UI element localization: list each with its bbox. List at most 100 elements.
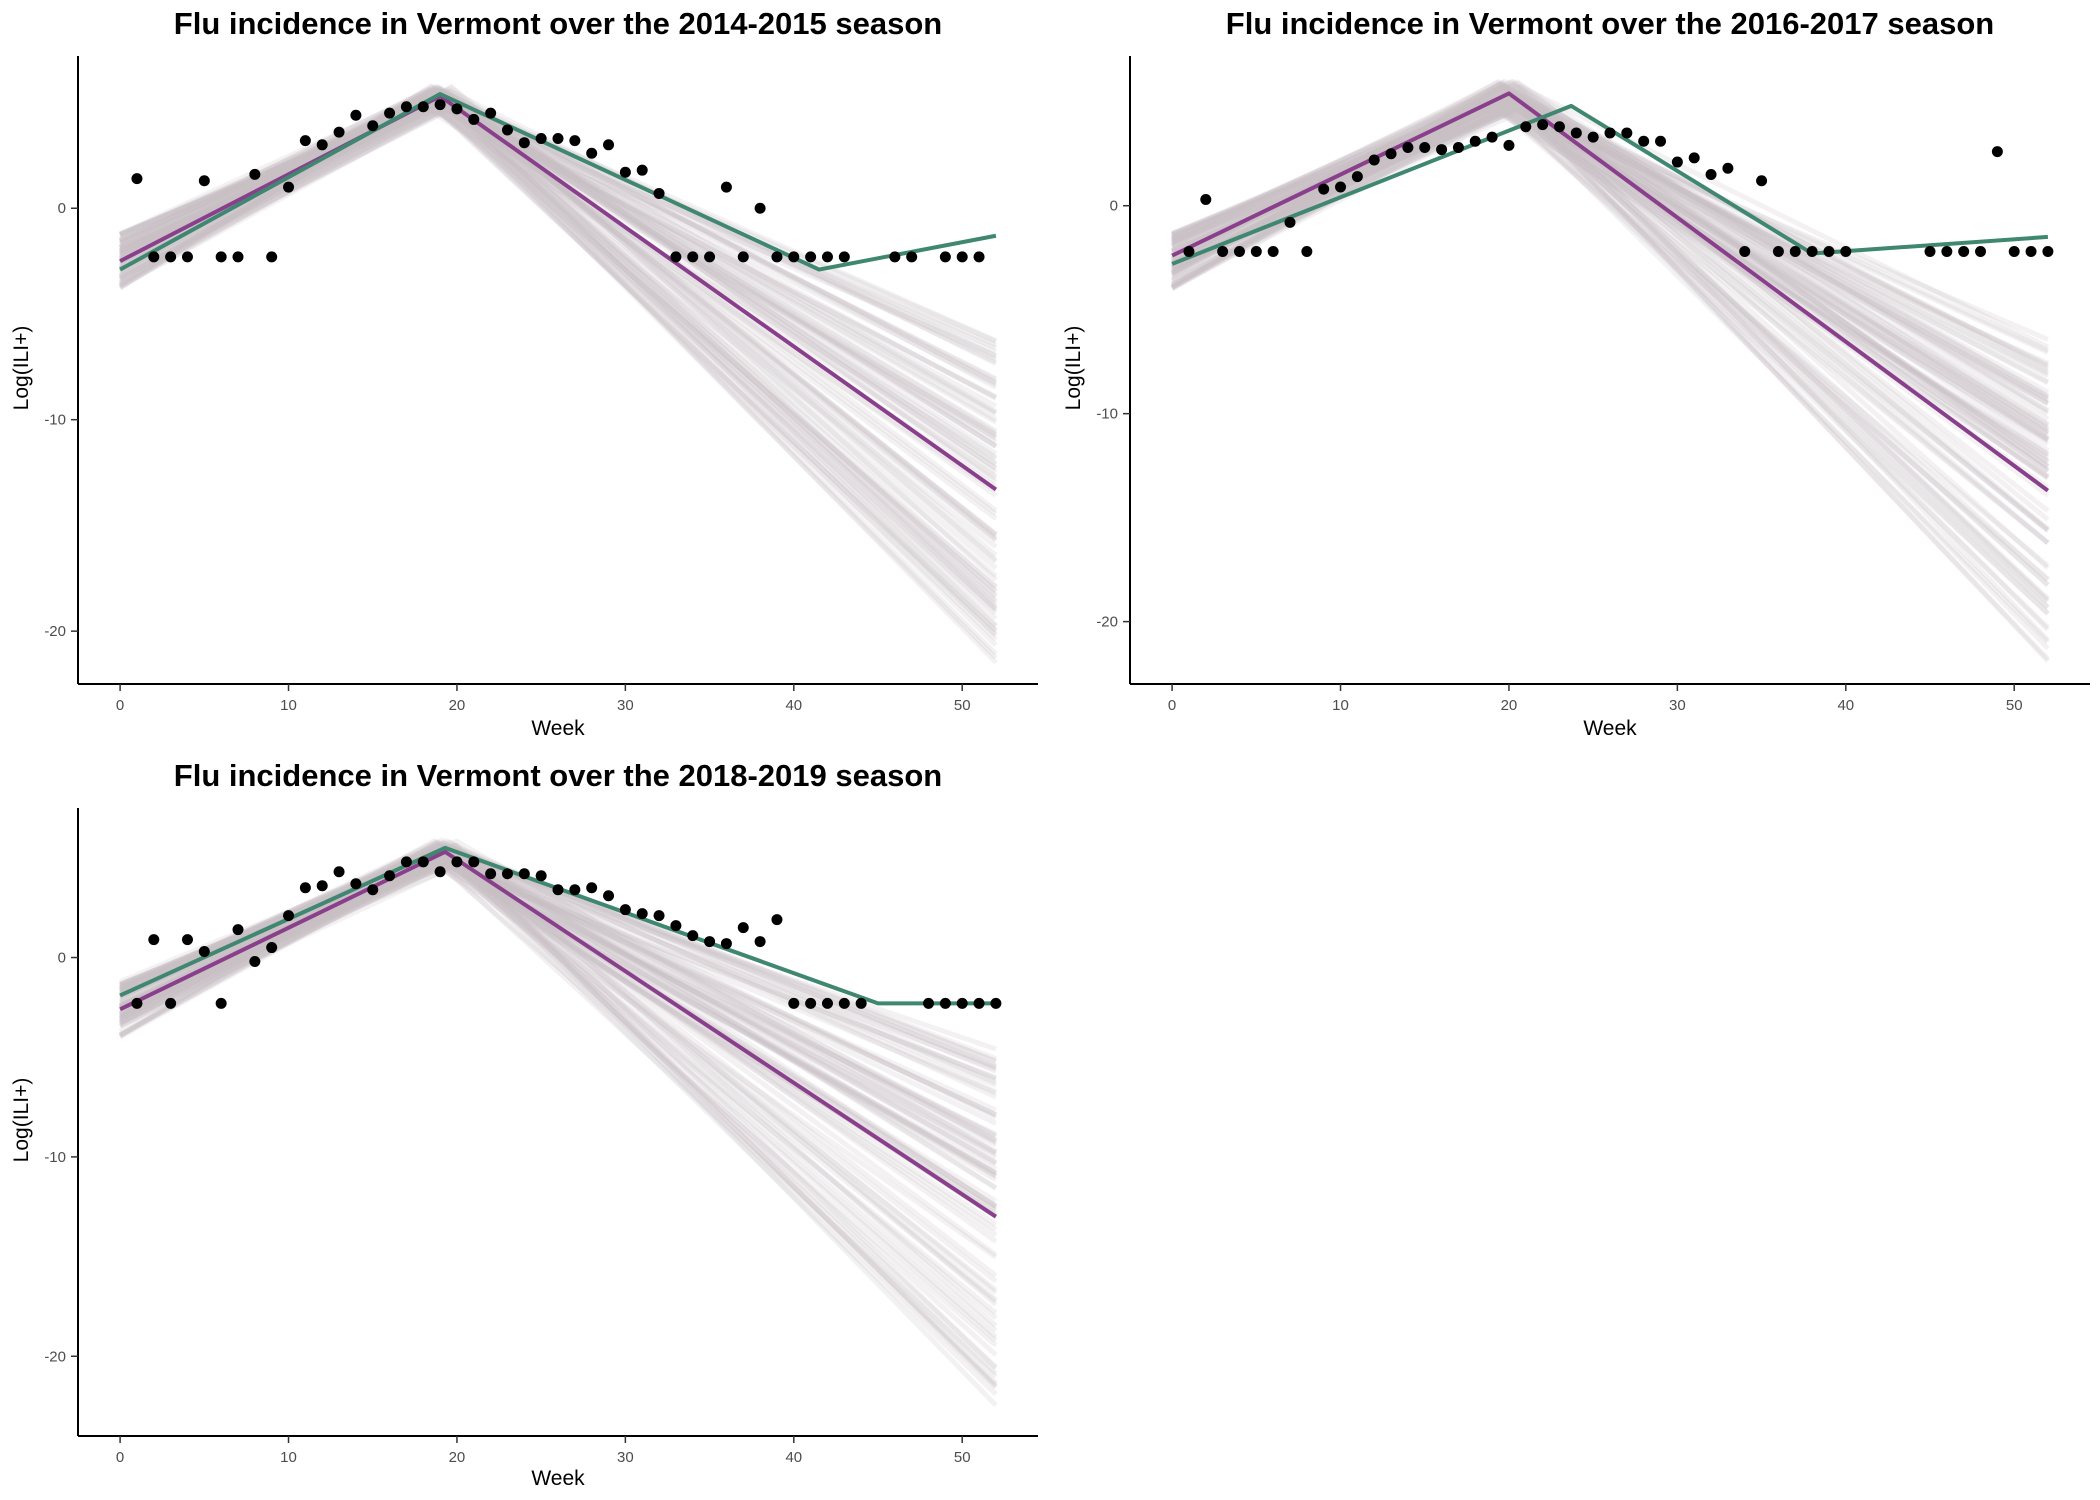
data-point (535, 870, 547, 882)
ensemble-line (1171, 85, 2050, 436)
x-tick-label: 50 (2006, 697, 2023, 714)
data-point (451, 856, 463, 868)
x-tick-label: 10 (280, 1449, 297, 1466)
data-point (1621, 127, 1633, 139)
ensemble-line (1171, 106, 2050, 376)
ensemble-line (1170, 106, 2050, 402)
x-tick-label: 40 (785, 697, 802, 714)
data-point (518, 137, 530, 149)
data-point (1318, 183, 1330, 195)
y-tick-label: -20 (44, 1348, 66, 1365)
data-point (501, 124, 513, 136)
ensemble-line (118, 853, 998, 1238)
ensemble-line (118, 840, 997, 1064)
data-point (1351, 171, 1363, 183)
ensemble-line (1171, 108, 2050, 406)
data-point (939, 251, 951, 263)
data-point (973, 997, 985, 1009)
data-point (215, 997, 227, 1009)
x-tick-label: 30 (1669, 697, 1686, 714)
ensemble-line (1171, 99, 2050, 533)
ensemble-line (118, 83, 998, 471)
data-point (1537, 119, 1549, 131)
ensemble-line (1171, 100, 2050, 379)
ensemble-line (118, 84, 998, 599)
panel-2016-2017: Flu incidence in Vermont over the 2016-2… (1062, 6, 2090, 740)
ensemble-line (118, 86, 998, 537)
ensemble-line (118, 858, 998, 1209)
data-point (333, 866, 345, 878)
observed-points (1183, 119, 2054, 257)
ensemble-line (1171, 111, 2050, 457)
ensemble-line (118, 86, 998, 636)
ensemble-line (118, 842, 998, 1307)
panel-title: Flu incidence in Vermont over the 2016-2… (1226, 6, 1994, 41)
ensemble-line (1170, 79, 2050, 643)
data-point (1806, 245, 1818, 257)
x-tick-label: 20 (1501, 697, 1518, 714)
data-point (1385, 148, 1397, 160)
data-point (956, 997, 968, 1009)
data-point (653, 910, 665, 922)
data-point (131, 997, 143, 1009)
data-point (720, 181, 732, 193)
data-point (619, 904, 631, 916)
panel-title: Flu incidence in Vermont over the 2018-2… (174, 758, 942, 793)
data-point (1267, 245, 1279, 257)
data-point (266, 251, 278, 263)
data-point (249, 168, 261, 180)
data-point (838, 997, 850, 1009)
ensemble-line (1171, 98, 2050, 602)
x-tick-label: 10 (1332, 697, 1349, 714)
ensemble-line (119, 857, 998, 1376)
ensemble-line (118, 841, 998, 1146)
y-tick-label: -20 (1096, 614, 1118, 631)
ensemble-line (119, 838, 998, 1190)
ensemble-line (119, 858, 997, 1113)
ensemble-line (119, 103, 998, 549)
y-tick-label: -10 (44, 412, 66, 429)
data-point (417, 101, 429, 113)
y-axis-label: Log(ILI+) (10, 326, 33, 411)
data-point (333, 126, 345, 138)
x-tick-label: 0 (1168, 697, 1176, 714)
ensemble-line (119, 87, 998, 366)
ensemble-line (118, 85, 998, 513)
data-point (720, 938, 732, 950)
data-point (400, 101, 412, 113)
data-point (1301, 245, 1313, 257)
data-point (1436, 144, 1448, 156)
data-point (283, 910, 295, 922)
data-point (619, 166, 631, 178)
ensemble-line (119, 841, 998, 1302)
x-tick-label: 30 (617, 697, 634, 714)
data-point (1941, 245, 1953, 257)
ensemble-line (1170, 88, 2050, 513)
panel-2018-2019: Flu incidence in Vermont over the 2018-2… (10, 758, 1038, 1490)
data-point (636, 908, 648, 920)
data-point (1655, 135, 1667, 147)
data-point (2008, 245, 2020, 257)
data-point (232, 251, 244, 263)
data-point (586, 882, 598, 894)
ensemble-line (119, 88, 998, 562)
ensemble-line (119, 859, 998, 1232)
ensemble-line (118, 92, 998, 466)
data-point (771, 914, 783, 926)
data-point (1503, 139, 1515, 151)
y-axis-label: Log(ILI+) (10, 1078, 33, 1163)
ensemble-line (119, 851, 998, 1388)
data-point (232, 924, 244, 936)
y-tick-label: -10 (44, 1149, 66, 1166)
ensemble-line (118, 83, 998, 590)
ensemble-line (1171, 100, 2050, 630)
green-fit-line (119, 92, 997, 272)
ensemble-line (118, 840, 998, 1379)
data-point (1284, 216, 1296, 228)
ensemble-line (1170, 83, 2050, 350)
data-point (821, 251, 833, 263)
ensemble-line (1170, 100, 2050, 457)
ensemble-line (119, 89, 998, 558)
ensemble-line (118, 84, 998, 390)
ensemble-line (1171, 82, 2050, 372)
